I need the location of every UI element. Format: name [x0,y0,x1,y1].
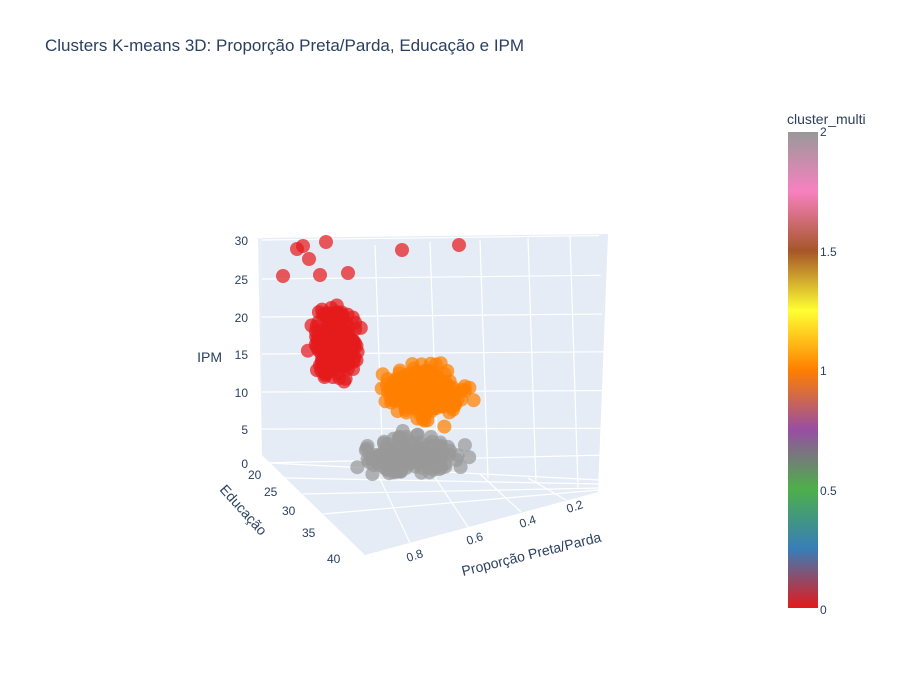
chart-title: Clusters K-means 3D: Proporção Preta/Par… [45,36,524,55]
x-gridline-floor [479,473,522,513]
point-cluster-2 [392,449,407,464]
point-cluster-0 [319,235,333,249]
x-gridline-floor [527,477,567,501]
data-points [276,235,481,482]
point-cluster-0 [338,371,353,386]
point-cluster-2 [382,466,397,481]
point-cluster-1 [437,419,452,434]
y-gridline-floor [322,489,599,515]
x-gridline-floor [374,467,411,544]
point-cluster-2 [462,450,477,465]
point-cluster-0 [353,320,368,335]
z-gridline [261,234,600,241]
point-cluster-0 [309,319,324,334]
z-tick-label: 0 [241,457,248,471]
z-axis: 0 5 10 15 20 25 30 IPM [197,234,248,471]
point-cluster-1 [393,384,408,399]
x-tick-label: 0.6 [465,529,486,548]
point-cluster-0 [341,266,355,280]
point-cluster-1 [404,398,419,413]
z-tick-label: 20 [235,311,249,325]
y-tick-label: 40 [327,552,341,566]
x-gridline-wall [569,235,579,488]
colorbar: cluster_multi 0 0.5 1 1.5 2 [787,111,866,617]
point-cluster-1 [386,374,401,389]
point-cluster-2 [350,460,365,475]
y-tick-label: 35 [302,526,316,540]
colorbar-title: cluster_multi [787,111,866,127]
y-axis-title: Educação [217,481,271,538]
x-gridline-floor [429,469,469,528]
point-cluster-1 [458,383,472,398]
z-tick-label: 10 [235,386,249,400]
point-cluster-1 [438,375,453,390]
point-cluster-2 [410,428,424,442]
colorbar-tick: 1 [820,364,827,378]
point-cluster-0 [452,238,466,252]
point-cluster-1 [417,413,432,428]
point-cluster-2 [390,438,405,453]
point-cluster-1 [466,393,481,408]
x-tick-label: 0.8 [405,546,426,565]
point-cluster-0 [276,269,290,283]
colorbar-tick: 1.5 [820,245,837,259]
side-wall-pane [258,238,365,555]
point-cluster-2 [453,460,468,474]
point-cluster-0 [310,363,324,378]
point-cluster-1 [442,405,457,420]
point-cluster-0 [342,348,357,363]
point-cluster-0 [313,268,327,282]
x-tick-label: 0.4 [518,512,539,531]
point-cluster-2 [429,459,444,474]
x-gridline-wall [527,237,537,484]
point-cluster-2 [457,438,472,453]
x-tick-label: 0.2 [565,497,586,516]
point-cluster-1 [423,356,438,371]
point-cluster-0 [312,330,327,345]
point-cluster-1 [440,387,455,402]
z-tick-label: 5 [241,423,248,437]
y-gridline-floor [284,477,601,485]
z-gridline [261,427,607,430]
colorbar-tick: 0 [820,603,827,617]
point-cluster-1 [440,364,455,378]
y-tick-label: 25 [264,485,278,499]
colorbar-tick: 0.5 [820,484,837,498]
colorbar-gradient [788,132,818,608]
point-cluster-0 [296,239,310,253]
point-cluster-2 [360,452,375,467]
point-cluster-0 [330,346,345,360]
y-gridline-floor [302,487,601,495]
y-tick-label: 30 [282,504,296,518]
point-cluster-2 [408,448,423,463]
x-gridline-wall [479,239,489,479]
y-tick-label: 20 [248,468,262,482]
z-tick-label: 15 [235,348,249,362]
point-cluster-0 [302,252,316,266]
point-cluster-2 [414,465,429,480]
point-cluster-2 [365,467,380,482]
z-tick-label: 30 [235,234,249,248]
point-cluster-2 [360,439,375,453]
point-cluster-1 [392,363,407,378]
point-cluster-1 [414,381,429,396]
z-axis-title: IPM [197,349,222,365]
point-cluster-2 [381,455,396,470]
point-cluster-0 [325,319,340,333]
point-cluster-0 [340,307,355,322]
point-cluster-0 [395,243,409,257]
colorbar-tick: 2 [820,125,827,139]
z-tick-label: 25 [235,273,249,287]
x-gridline-wall [374,244,384,469]
